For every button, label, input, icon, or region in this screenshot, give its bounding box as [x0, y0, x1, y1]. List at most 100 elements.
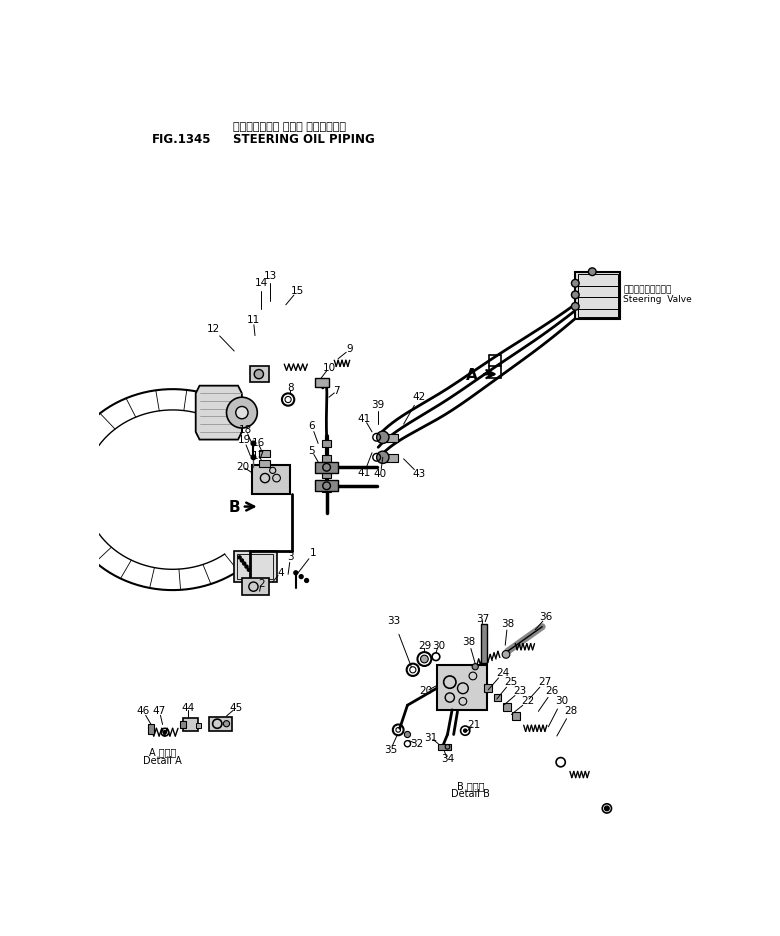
Text: 17: 17 — [251, 451, 264, 461]
Circle shape — [251, 455, 256, 460]
Bar — [315, 461, 339, 473]
Text: 20: 20 — [236, 461, 250, 472]
Bar — [250, 366, 269, 382]
Text: B 拡大図: B 拡大図 — [457, 781, 484, 791]
Circle shape — [240, 559, 243, 562]
Circle shape — [294, 571, 298, 575]
Text: 2: 2 — [258, 578, 264, 589]
Text: 24: 24 — [496, 668, 509, 678]
Text: 34: 34 — [441, 754, 454, 764]
Circle shape — [223, 721, 229, 726]
Bar — [379, 454, 399, 461]
Text: 10: 10 — [322, 363, 335, 373]
Text: 27: 27 — [538, 677, 551, 687]
Text: 11: 11 — [246, 315, 260, 325]
Circle shape — [604, 806, 609, 811]
Bar — [512, 712, 519, 720]
Bar — [437, 665, 487, 709]
Circle shape — [251, 441, 256, 446]
Text: Detail B: Detail B — [451, 789, 490, 799]
Bar — [148, 724, 154, 734]
Bar — [480, 624, 487, 663]
Text: 3: 3 — [287, 552, 294, 563]
Circle shape — [245, 565, 248, 568]
Bar — [484, 684, 492, 692]
Text: 41: 41 — [358, 468, 371, 477]
Text: 36: 36 — [540, 612, 553, 622]
Text: 30: 30 — [555, 696, 568, 707]
Polygon shape — [196, 386, 242, 440]
Bar — [576, 271, 620, 319]
Text: 22: 22 — [521, 696, 534, 707]
Circle shape — [226, 397, 257, 428]
Text: B: B — [229, 501, 240, 516]
Circle shape — [247, 568, 250, 571]
Circle shape — [502, 651, 510, 658]
Bar — [322, 471, 332, 478]
Text: 30: 30 — [431, 641, 445, 651]
Circle shape — [305, 578, 309, 582]
Bar — [322, 484, 332, 492]
Text: Detail A: Detail A — [144, 756, 182, 766]
Text: 37: 37 — [477, 614, 490, 624]
Text: ステアリングバルブ: ステアリングバルブ — [623, 285, 672, 295]
Text: A: A — [466, 368, 477, 383]
Bar — [234, 551, 277, 582]
Bar — [438, 744, 451, 750]
Text: 25: 25 — [504, 677, 517, 687]
Bar — [503, 703, 511, 710]
Bar — [242, 578, 269, 595]
Circle shape — [377, 451, 389, 463]
Text: 1: 1 — [310, 548, 317, 558]
Text: 39: 39 — [371, 400, 385, 410]
Bar — [315, 480, 339, 491]
Circle shape — [300, 575, 303, 578]
Circle shape — [377, 431, 389, 444]
Bar — [315, 378, 329, 388]
Bar — [322, 455, 332, 462]
Text: 15: 15 — [291, 286, 304, 296]
Text: 16: 16 — [251, 438, 264, 448]
Circle shape — [163, 731, 166, 734]
Text: 6: 6 — [309, 421, 315, 431]
Text: 42: 42 — [413, 392, 426, 402]
Text: 12: 12 — [207, 325, 220, 334]
Text: 21: 21 — [467, 720, 480, 730]
Circle shape — [236, 406, 248, 418]
Text: 45: 45 — [230, 703, 243, 712]
Circle shape — [238, 556, 241, 559]
Text: ステアリング・ オイル パイピング・: ステアリング・ オイル パイピング・ — [232, 123, 346, 132]
Bar — [209, 717, 232, 731]
Text: Steering  Valve: Steering Valve — [623, 295, 692, 304]
Text: A 拡大図: A 拡大図 — [149, 748, 176, 757]
Circle shape — [588, 268, 596, 275]
Text: 8: 8 — [287, 383, 294, 393]
Bar — [179, 721, 186, 728]
Bar — [489, 355, 502, 378]
Circle shape — [463, 729, 466, 732]
Bar — [252, 465, 290, 494]
Text: 4: 4 — [277, 568, 284, 578]
Circle shape — [572, 302, 580, 310]
Circle shape — [572, 280, 580, 287]
Bar — [259, 460, 271, 467]
Text: 33: 33 — [387, 616, 400, 625]
Circle shape — [420, 655, 428, 663]
Text: STEERING OIL PIPING: STEERING OIL PIPING — [232, 133, 374, 146]
Text: 18: 18 — [239, 425, 253, 434]
Bar — [259, 449, 271, 458]
Text: 29: 29 — [418, 641, 431, 651]
Text: 47: 47 — [153, 707, 166, 716]
Circle shape — [572, 291, 580, 299]
Text: 46: 46 — [136, 707, 150, 716]
Bar — [237, 554, 274, 579]
Text: 41: 41 — [358, 414, 371, 424]
Text: 13: 13 — [264, 271, 277, 281]
Bar — [322, 440, 332, 447]
Text: 14: 14 — [254, 278, 268, 288]
Bar — [578, 274, 618, 317]
Circle shape — [243, 562, 246, 565]
Text: 9: 9 — [346, 344, 353, 355]
Bar — [494, 694, 502, 701]
Text: 43: 43 — [413, 469, 426, 479]
